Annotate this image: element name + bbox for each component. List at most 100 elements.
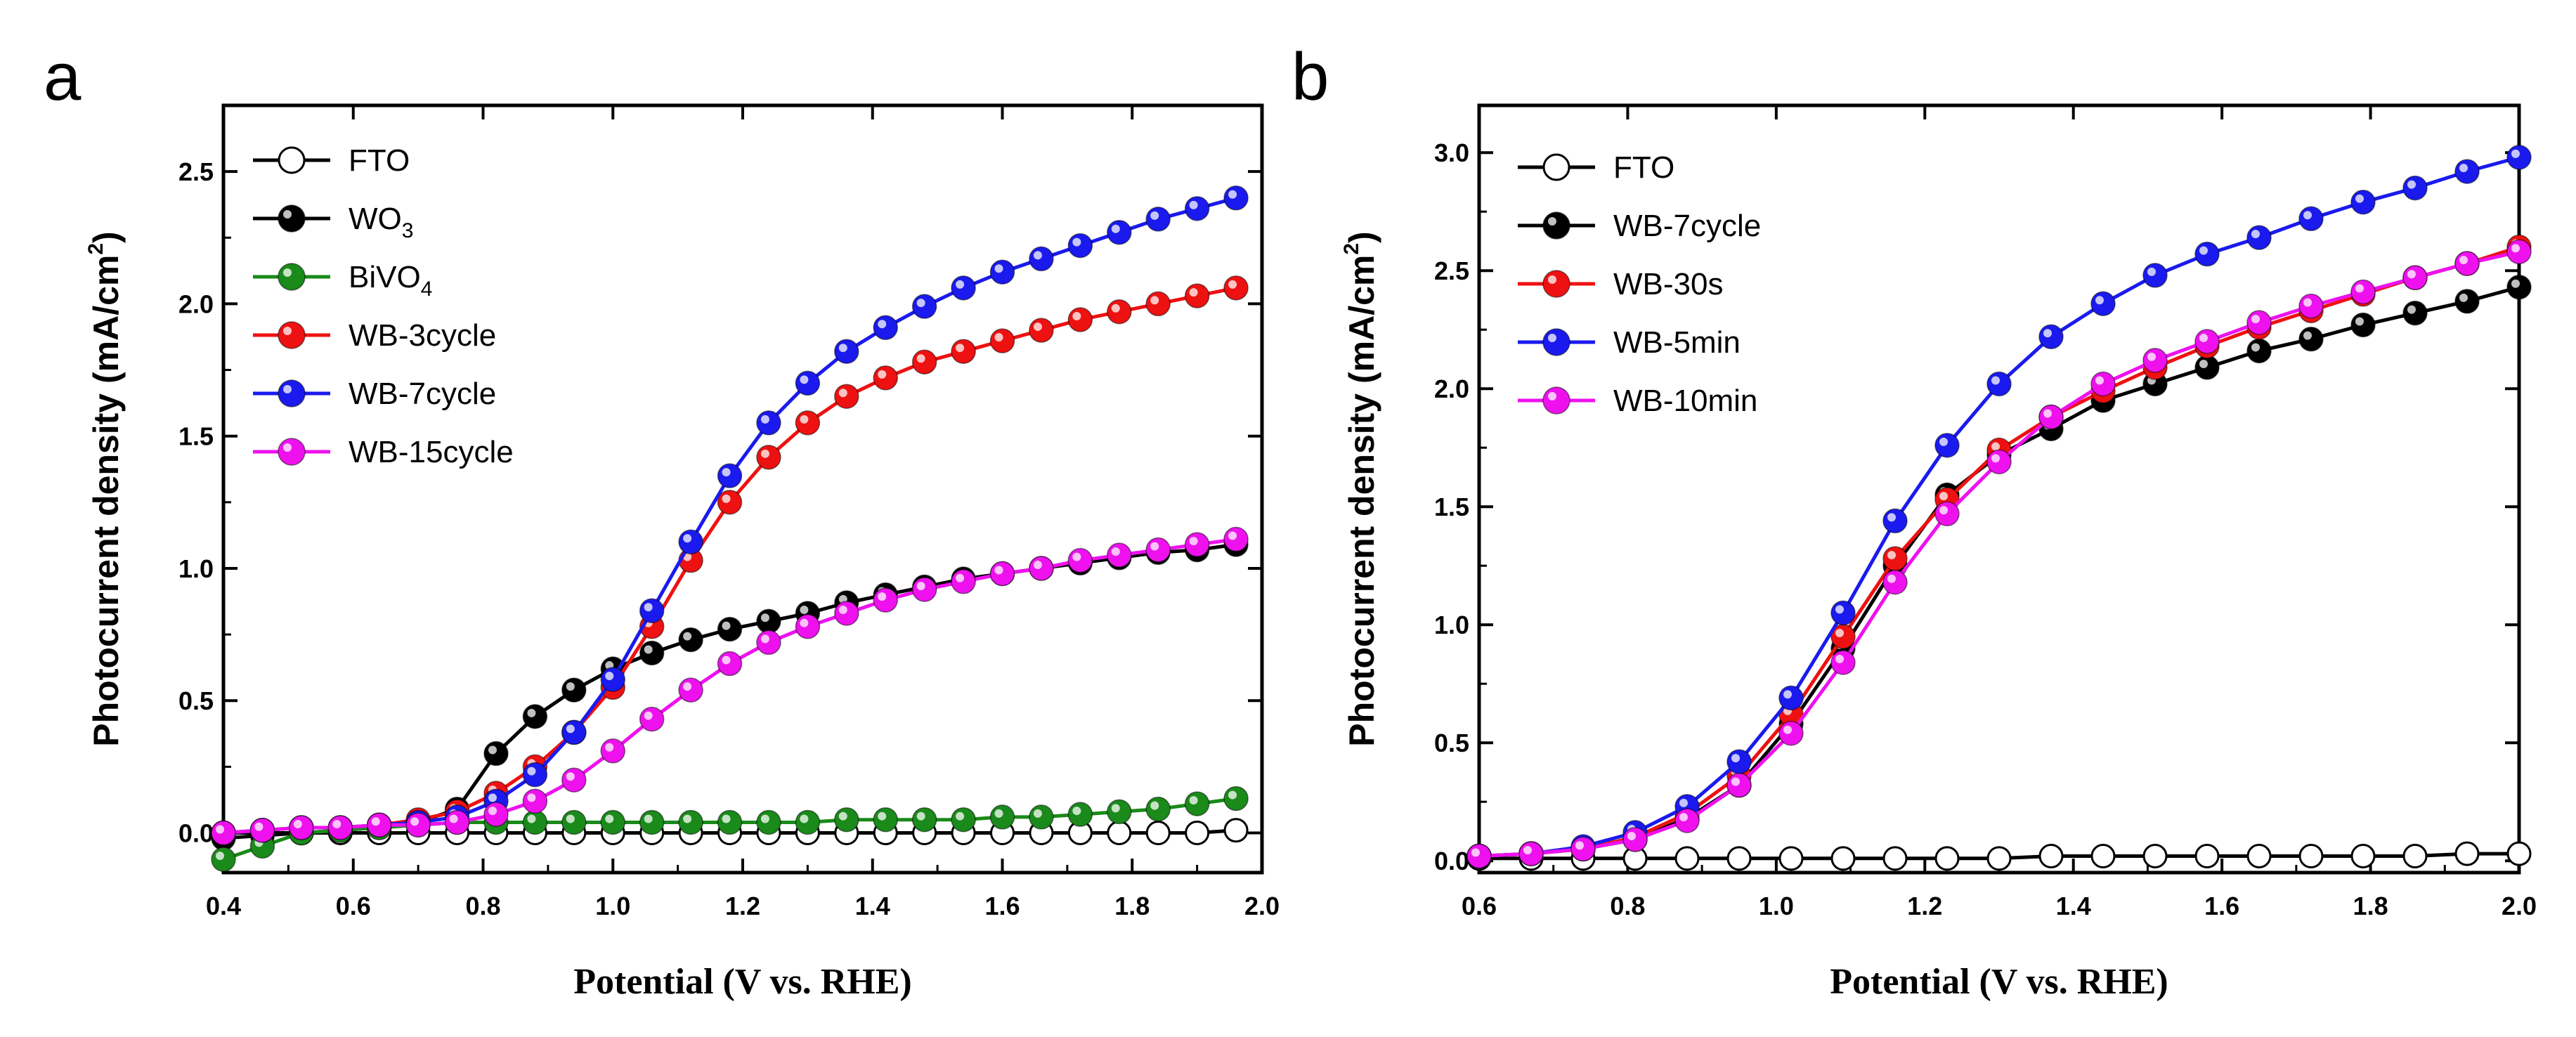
panel-a-point-highlight: [878, 592, 887, 601]
panel-a-point-highlight: [916, 299, 925, 308]
panel-b-point-highlight: [1783, 725, 1792, 734]
panel-b-point-highlight: [1731, 754, 1740, 763]
panel-a-point-bivo4: [756, 809, 781, 835]
panel-b-point-highlight: [2407, 180, 2416, 189]
panel-a-point-highlight: [683, 814, 692, 823]
panel-b-x-tick-label: 1.6: [2204, 892, 2239, 920]
panel-b-series-wb-10min: [1466, 239, 2532, 869]
panel-a-point-highlight: [527, 708, 536, 717]
panel-b-point-highlight: [2199, 246, 2208, 255]
panel-a-legend-label: WO3: [349, 202, 413, 242]
panel-a-point-highlight: [332, 819, 341, 828]
panel-a-legend-marker-highlight: [283, 210, 292, 219]
panel-a-point-wb-15cycle: [756, 630, 781, 656]
panel-a-point-highlight: [371, 817, 380, 826]
panel-b-point-wb-5min: [2298, 206, 2324, 232]
panel-a-point-wb-7cycle: [600, 667, 625, 692]
panel-b-x-axis-title: Potential (V vs. RHE): [1830, 962, 2168, 1002]
panel-b-point-highlight: [2095, 296, 2104, 305]
panel-a-legend-label: WB-3cycle: [349, 318, 496, 353]
panel-b-legend-item-fto: FTO: [1518, 150, 1674, 185]
panel-b-point-wb-5min: [2194, 241, 2220, 267]
panel-a-point-bivo4: [600, 809, 625, 835]
panel-a-legend: FTO WO3 BiVO4 WB-3cycle WB-7cycle WB-15cycle: [253, 143, 514, 469]
panel-b-point-highlight: [1887, 574, 1896, 583]
panel-a-point-highlight: [1033, 251, 1042, 260]
panel-b-point-wb-10min: [2038, 404, 2064, 430]
panel-a-point-bivo4: [873, 807, 898, 833]
panel-a-point-highlight: [1111, 804, 1120, 813]
panel-a-point-wb-15cycle: [483, 802, 509, 827]
panel-a-point-highlight: [760, 415, 769, 424]
panel-a-point-highlight: [1189, 537, 1198, 546]
panel-a-point-highlight: [644, 814, 653, 823]
chart-panel-b: 0.6 0.8 1.0 1.2 1.4 1.6 1.8 2.0 0.0 0.5 1.0 1.5 2.0 2…: [1340, 103, 2537, 1002]
panel-a-point-wb-15cycle: [1223, 526, 1249, 552]
panel-a-y-tick-label: 2.5: [178, 157, 214, 186]
panel-a-point-wb-3cycle: [1223, 275, 1249, 301]
panel-b-point-wb-5min: [2246, 225, 2272, 250]
panel-b-point-wb-5min: [2402, 175, 2428, 201]
panel-a-legend-marker: [278, 321, 306, 349]
panel-b-point-highlight: [1679, 798, 1688, 807]
panel-b-legend-marker: [1542, 270, 1570, 298]
panel-a-x-tick-label: 0.8: [465, 892, 500, 920]
panel-b-point-fto: [2298, 843, 2324, 868]
panel-a-point-highlight: [644, 603, 653, 612]
panel-a-point-highlight: [1033, 809, 1042, 818]
chart-panel-a: 0.4 0.6 0.8 1.0 1.2 1.4 1.6 1.8 2.0 0.0 0.5 1.0 1.5 2…: [84, 103, 1280, 1002]
panel-a-point-highlight: [760, 634, 769, 644]
panel-b-point-highlight: [1991, 454, 2000, 463]
panel-b-point-wb-30s: [1882, 546, 1908, 571]
panel-b-y-tick-label: 2.5: [1434, 256, 1469, 285]
panel-b-series-wb-7cycle: [1466, 274, 2532, 869]
panel-b-point-highlight: [1575, 841, 1584, 850]
panel-b-point-wb-10min: [2454, 251, 2480, 276]
panel-a-point-highlight: [1189, 288, 1198, 297]
panel-b-legend-item-wb-10min: WB-10min: [1518, 384, 1757, 418]
panel-a-point-wb-3cycle: [1029, 318, 1054, 343]
panel-a-point-highlight: [527, 793, 536, 802]
panel-a-legend-marker-highlight: [283, 268, 292, 277]
panel-a-point-fto: [1145, 821, 1171, 846]
panel-b-point-highlight: [2459, 164, 2468, 173]
panel-b-point-highlight: [2043, 409, 2052, 418]
panel-b-point-highlight: [1783, 690, 1792, 699]
panel-a-point-highlight: [1228, 531, 1237, 540]
panel-a-point-fto: [1185, 821, 1210, 846]
panel-a-point-wb-7cycle: [989, 259, 1015, 285]
panel-b-legend-label: WB-30s: [1613, 267, 1723, 301]
panel-a-point-highlight: [644, 645, 653, 654]
panel-b-x-tick-label: 1.0: [1759, 892, 1794, 920]
panel-a-point-highlight: [1228, 190, 1237, 199]
panel-b-point-wb-10min: [2506, 239, 2532, 265]
panel-a-point-wb-7cycle: [795, 370, 821, 396]
panel-b-point-wb-10min: [1778, 721, 1804, 746]
panel-a-point-highlight: [566, 772, 575, 781]
panel-a-point-wb-15cycle: [211, 820, 236, 846]
panel-a-point-highlight: [488, 807, 497, 816]
panel-a-x-tick-label: 1.8: [1114, 892, 1150, 920]
panel-b-point-highlight: [2251, 343, 2260, 352]
panel-a-x-tick-label: 0.6: [336, 892, 371, 920]
panel-b-x-tick-label: 0.6: [1462, 892, 1497, 920]
panel-a-legend-item-wo3: WO3: [253, 202, 413, 242]
panel-letter-b: b: [1292, 39, 1329, 115]
panel-a-point-highlight: [838, 344, 847, 353]
panel-a-point-wb-15cycle: [1067, 547, 1093, 573]
panel-b-point-highlight: [2459, 256, 2468, 265]
panel-a-point-highlight: [878, 811, 887, 821]
panel-a-point-wb-15cycle: [444, 809, 470, 835]
panel-b-x-tick-label: 1.2: [1907, 892, 1942, 920]
panel-a-point-highlight: [722, 656, 731, 665]
panel-b-point-wb-10min: [2194, 329, 2220, 354]
panel-a-legend-item-wb-3cycle: WB-3cycle: [253, 318, 496, 353]
panel-a-point-wb-7cycle: [873, 315, 898, 341]
panel-b-point-highlight: [2147, 267, 2156, 276]
panel-a-point-highlight: [488, 745, 497, 755]
panel-a-x-tick-label: 2.0: [1244, 892, 1280, 920]
panel-b-point-highlight: [1991, 442, 2000, 451]
panel-a-point-highlight: [1111, 547, 1120, 556]
panel-b-point-wb-5min: [1986, 371, 2012, 397]
panel-a-series-bivo4: [211, 785, 1249, 872]
